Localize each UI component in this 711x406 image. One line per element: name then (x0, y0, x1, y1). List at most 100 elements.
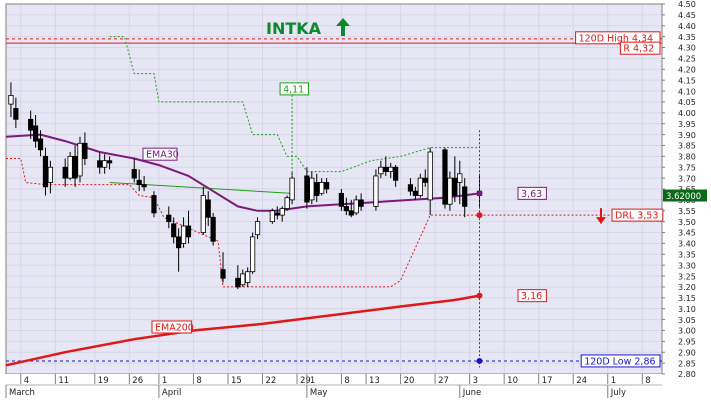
ema30-value-label: 3,63 (517, 186, 547, 200)
level-label-120d-low-box (580, 354, 661, 368)
candle-body (269, 210, 275, 223)
y-tick-label: 4.00 (678, 109, 696, 118)
x-tick-label: 29 (300, 376, 311, 386)
candle-body (462, 186, 468, 207)
ema30-name-label-text: EMA30 (146, 150, 179, 161)
candle-body (422, 177, 428, 183)
level-label-120d-high-text: 120D High 4,34 (579, 33, 653, 44)
grid-lines (6, 3, 662, 374)
x-tick-label: 8 (645, 376, 650, 386)
drl-down-arrow-icon (596, 208, 606, 225)
y-tick-label: 3.25 (678, 272, 696, 281)
candle-body (240, 273, 246, 286)
month-label: June (462, 388, 482, 398)
level-label-drl-box (611, 208, 664, 222)
y-tick-label: 2.90 (678, 348, 696, 357)
ema30-name-label: EMA30 (142, 147, 179, 161)
y-tick-label: 3.00 (678, 327, 696, 336)
candle-body (72, 155, 78, 179)
candle-body (220, 269, 226, 279)
y-tick-label: 4.25 (678, 55, 696, 64)
candle-body (304, 175, 310, 203)
last-price-label: 3.62000 (666, 192, 701, 202)
candle-body (353, 199, 359, 214)
candle-body (378, 166, 384, 175)
candle-body (279, 208, 285, 216)
drl-end-dot (476, 212, 483, 219)
drl-arrow-head (596, 217, 606, 225)
ema200-value-label: 3,16 (517, 289, 547, 303)
level-label-drl: DRL 3,53 (611, 208, 664, 222)
candle-body (343, 206, 349, 212)
candle-body (348, 210, 354, 216)
x-tick-label: 1 (611, 376, 616, 386)
candle-body (250, 236, 256, 273)
y-tick-label: 3.40 (678, 240, 696, 249)
x-tick-label: 8 (196, 376, 201, 386)
candle-body (373, 175, 379, 207)
level-label-r-box (619, 41, 661, 55)
month-label: May (310, 388, 328, 398)
candle-body (200, 195, 206, 233)
ema200-value-label-text: 3,16 (521, 291, 542, 302)
candles (8, 82, 483, 290)
ema200-line (5, 294, 480, 367)
candle-body (388, 166, 394, 172)
y-tick-label: 3.85 (678, 142, 696, 151)
candle-body (62, 166, 68, 179)
y-tick-label: 3.70 (678, 174, 696, 183)
level-label-r-text: R 4,32 (623, 44, 654, 55)
candle-body (235, 277, 241, 288)
x-tick-label: 10 (507, 376, 518, 386)
candle-body (82, 142, 88, 159)
candle-body (324, 182, 330, 190)
up-arrow-icon-shaft (341, 26, 345, 36)
candle-body (383, 166, 389, 172)
candle-body (393, 166, 399, 181)
level-label-120d-low: 120D Low 2,86 (580, 354, 661, 368)
candle-body (97, 160, 103, 168)
candle-body (77, 142, 83, 177)
y-tick-label: 3.10 (678, 305, 696, 314)
x-tick-label: 3 (473, 376, 478, 386)
candle-body (180, 225, 187, 244)
candle-body (210, 216, 216, 242)
candle-body (412, 190, 418, 196)
candle-body (13, 108, 19, 120)
x-tick-label: 24 (576, 376, 587, 386)
y-tick-label: 4.40 (678, 22, 696, 31)
candle-body (102, 160, 108, 168)
y-axis: 2.80 2.85 2.902.95 3.00 3.05 3.10 3.15 3.20 3.25… (662, 0, 696, 379)
x-tick-label: 27 (438, 376, 449, 386)
candle-body (338, 192, 344, 207)
y-tick-label: 3.55 (678, 207, 696, 216)
candle-body (442, 149, 448, 205)
ema30-value-label-text: 3,63 (521, 189, 542, 200)
candle-body (457, 173, 463, 183)
candle-body (106, 160, 113, 164)
x-axis-background (6, 374, 662, 398)
candle-body (407, 184, 414, 192)
chart-title: INTKA (266, 19, 322, 38)
level-label-120d-high: 120D High 4,34 (575, 31, 661, 45)
lower-band-line (6, 158, 480, 288)
candle-body (67, 155, 73, 179)
candle-body (452, 177, 458, 196)
candle-body (447, 177, 453, 205)
level-label-120d-high-box (575, 31, 661, 45)
candle-body (176, 236, 182, 249)
candle-body (141, 184, 147, 188)
x-tick-label: 19 (98, 376, 109, 386)
y-tick-label: 4.20 (678, 65, 696, 74)
y-tick-label: 3.30 (678, 261, 696, 270)
y-tick-label: 2.95 (678, 338, 696, 347)
ema30-line (5, 133, 480, 212)
candle-body (37, 138, 44, 151)
y-tick-label: 4.30 (678, 44, 696, 53)
candle-body (136, 179, 142, 186)
candle-body (28, 118, 34, 131)
y-tick-label: 4.05 (678, 98, 696, 107)
candle-body (284, 197, 290, 209)
